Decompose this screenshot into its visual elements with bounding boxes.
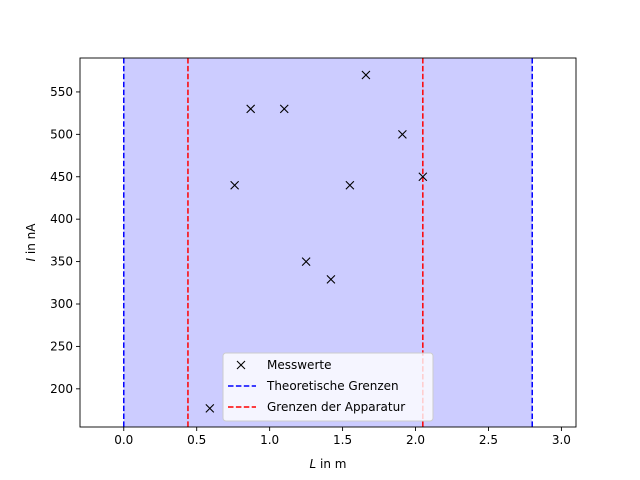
y-tick-label: 250: [50, 339, 73, 353]
x-tick-label: 3.0: [552, 433, 571, 447]
y-tick-label: 550: [50, 85, 73, 99]
data-point: [418, 172, 428, 182]
axes-frame: [79, 57, 577, 428]
legend-entry-grenzen-der-apparatur: Grenzen der Apparatur: [228, 400, 405, 414]
data-point: [301, 257, 311, 266]
legend-label: Theoretische Grenzen: [266, 379, 399, 393]
y-tick-label: 400: [50, 212, 73, 226]
y-tick-label: 450: [50, 170, 73, 184]
x-axis-label: L in m: [310, 457, 347, 471]
legend-entry-theoretische-grenzen: Theoretische Grenzen: [228, 379, 399, 393]
legend-marker-stroke: [236, 360, 246, 370]
data-point: [345, 180, 355, 190]
y-tick-label: 500: [50, 127, 73, 141]
x-axis-variable: L: [310, 457, 317, 471]
data-point-stroke: [230, 180, 240, 190]
y-tick-label: 300: [50, 297, 73, 311]
data-point: [205, 403, 215, 413]
data-point-stroke: [279, 104, 289, 114]
y-tick-label: 200: [50, 382, 73, 396]
legend-entry-messwerte: Messwerte: [236, 358, 331, 372]
x-tick-label: 0.5: [187, 433, 206, 447]
data-point-stroke: [418, 172, 428, 182]
x-tick-label: 2.0: [406, 433, 425, 447]
y-axis-unit: in nA: [24, 223, 38, 258]
x-tick-label: 1.5: [333, 433, 352, 447]
data-point-stroke: [361, 70, 371, 80]
y-tick-label: 350: [50, 255, 73, 269]
x-tick-label: 0.0: [114, 433, 133, 447]
data-point-stroke: [345, 180, 355, 190]
axes: 0.0 0.5 1.0 1.5 2.0 2.5 3.0 200 250 300 350 400 450 5…: [24, 57, 577, 471]
legend-box: [222, 352, 434, 422]
legend: Messwerte Theoretische Grenzen Grenzen der…: [222, 352, 434, 422]
data-point-stroke: [246, 104, 256, 114]
data-point: [246, 104, 256, 114]
data-point-stroke: [398, 129, 407, 139]
data-point: [326, 275, 336, 284]
data-point: [361, 70, 371, 80]
x-tick-label: 2.5: [479, 433, 498, 447]
legend-label: Grenzen der Apparatur: [267, 400, 405, 414]
legend-label: Messwerte: [267, 358, 331, 372]
y-axis-label: I in nA: [24, 223, 38, 262]
x-tick-label: 1.0: [260, 433, 279, 447]
y-axis-variable: I: [24, 257, 38, 261]
data-point-stroke: [326, 275, 336, 284]
data-point: [230, 180, 240, 190]
x-axis-unit: in m: [316, 457, 346, 471]
data-point: [279, 104, 289, 114]
data-point-stroke: [205, 403, 215, 413]
data-point: [398, 129, 407, 139]
data-point-stroke: [301, 257, 311, 266]
